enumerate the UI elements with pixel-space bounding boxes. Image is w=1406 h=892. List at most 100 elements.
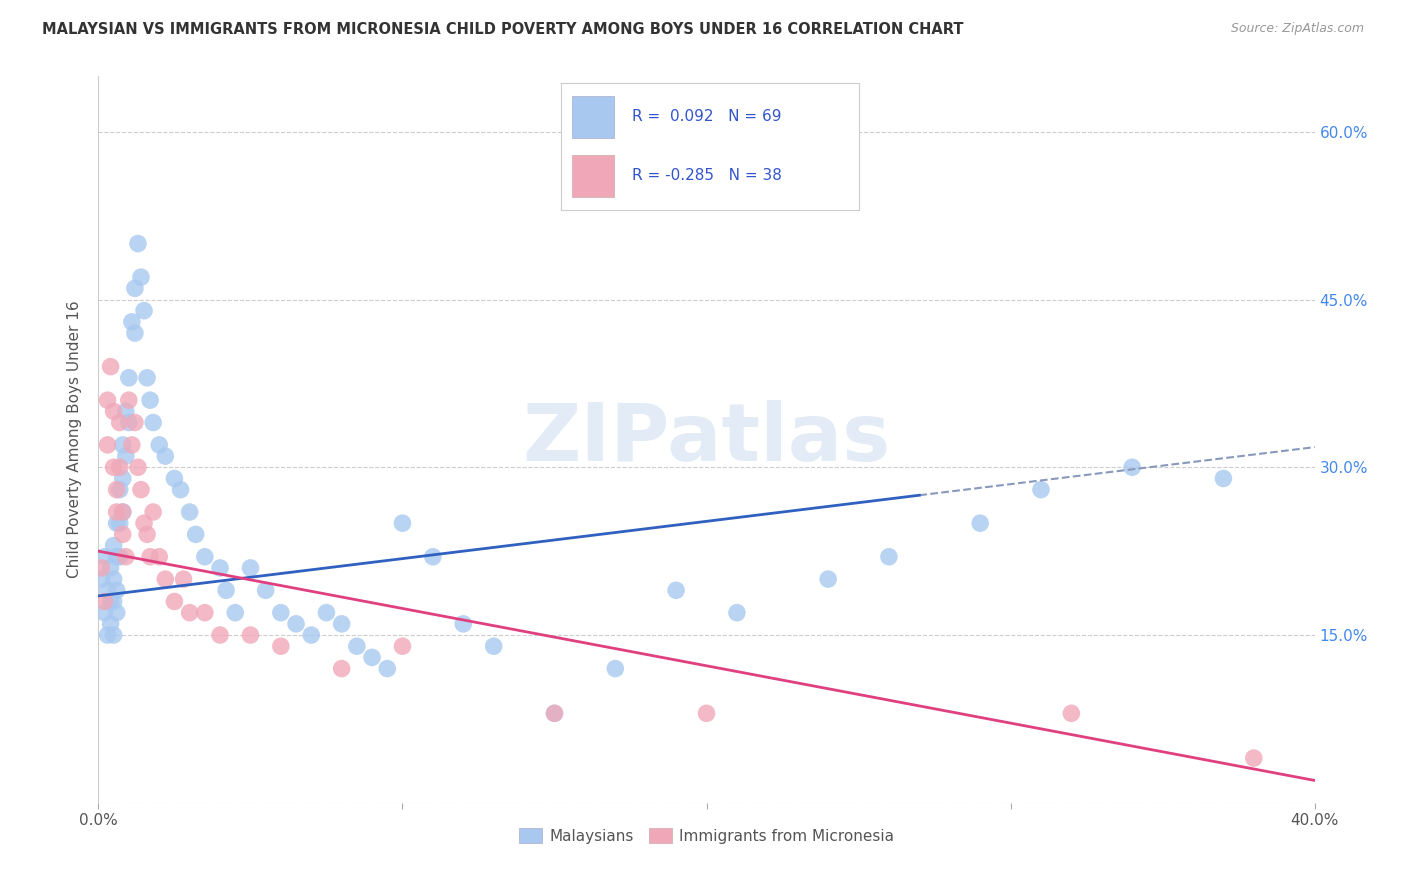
Point: [155, 572, 177, 586]
Point: [127, 236, 149, 251]
Point: [1121, 460, 1143, 475]
Point: [391, 639, 413, 653]
Point: [111, 505, 134, 519]
Text: R = -0.285   N = 38: R = -0.285 N = 38: [633, 169, 782, 183]
Point: [114, 449, 136, 463]
Point: [129, 483, 152, 497]
Point: [163, 471, 186, 485]
Point: [877, 549, 900, 564]
Point: [482, 639, 505, 653]
Point: [148, 438, 170, 452]
Point: [121, 438, 143, 452]
Point: [105, 583, 128, 598]
Point: [124, 416, 146, 430]
Point: [96, 628, 118, 642]
Point: [100, 594, 122, 608]
Point: [132, 303, 155, 318]
Point: [108, 516, 131, 531]
Point: [124, 326, 146, 340]
Point: [103, 594, 125, 608]
Point: [1060, 706, 1083, 721]
Point: [105, 606, 128, 620]
Point: [90, 561, 112, 575]
Point: [209, 561, 232, 575]
Point: [173, 572, 195, 586]
Point: [108, 483, 131, 497]
Point: [124, 281, 146, 295]
Point: [139, 549, 162, 564]
Point: [315, 606, 337, 620]
Point: [103, 628, 125, 642]
Point: [422, 549, 444, 564]
Point: [93, 606, 115, 620]
Point: [605, 662, 627, 676]
Text: MALAYSIAN VS IMMIGRANTS FROM MICRONESIA CHILD POVERTY AMONG BOYS UNDER 16 CORREL: MALAYSIAN VS IMMIGRANTS FROM MICRONESIA …: [42, 22, 963, 37]
Point: [129, 270, 152, 285]
Point: [105, 483, 128, 497]
Point: [375, 662, 398, 676]
Point: [127, 460, 149, 475]
Point: [969, 516, 991, 531]
Point: [100, 561, 122, 575]
Point: [96, 438, 118, 452]
Point: [696, 706, 718, 721]
Point: [179, 505, 201, 519]
Point: [93, 549, 115, 564]
Point: [108, 460, 131, 475]
Point: [118, 371, 141, 385]
Point: [725, 606, 748, 620]
Point: [665, 583, 688, 598]
Point: [114, 404, 136, 418]
Point: [346, 639, 368, 653]
Point: [114, 549, 136, 564]
Point: [1243, 751, 1265, 765]
Point: [1029, 483, 1052, 497]
Point: [100, 616, 122, 631]
Point: [361, 650, 384, 665]
Point: [1212, 471, 1234, 485]
Point: [239, 561, 262, 575]
Point: [239, 628, 262, 642]
Point: [285, 616, 308, 631]
Point: [391, 516, 413, 531]
Point: [169, 483, 191, 497]
Point: [215, 583, 238, 598]
Point: [105, 505, 128, 519]
Point: [100, 359, 122, 374]
Point: [103, 404, 125, 418]
Point: [111, 527, 134, 541]
Point: [224, 606, 246, 620]
Point: [184, 527, 207, 541]
Point: [103, 539, 125, 553]
Point: [817, 572, 839, 586]
Point: [270, 606, 292, 620]
Point: [148, 549, 170, 564]
Point: [179, 606, 201, 620]
Point: [90, 572, 112, 586]
Point: [254, 583, 277, 598]
FancyBboxPatch shape: [572, 155, 614, 197]
Point: [111, 471, 134, 485]
Point: [118, 393, 141, 408]
Text: R =  0.092   N = 69: R = 0.092 N = 69: [633, 110, 782, 124]
Point: [96, 393, 118, 408]
Point: [105, 516, 128, 531]
Point: [453, 616, 475, 631]
Point: [93, 594, 115, 608]
Text: Source: ZipAtlas.com: Source: ZipAtlas.com: [1230, 22, 1364, 36]
Point: [142, 505, 165, 519]
Point: [96, 583, 118, 598]
Y-axis label: Child Poverty Among Boys Under 16: Child Poverty Among Boys Under 16: [67, 301, 83, 578]
Point: [136, 371, 159, 385]
Point: [103, 460, 125, 475]
Text: ZIPatlas: ZIPatlas: [523, 401, 890, 478]
Point: [194, 606, 217, 620]
Point: [163, 594, 186, 608]
Point: [543, 706, 565, 721]
Point: [105, 549, 128, 564]
Point: [209, 628, 232, 642]
Point: [103, 572, 125, 586]
Legend: Malaysians, Immigrants from Micronesia: Malaysians, Immigrants from Micronesia: [513, 822, 900, 850]
Point: [142, 416, 165, 430]
Point: [299, 628, 322, 642]
